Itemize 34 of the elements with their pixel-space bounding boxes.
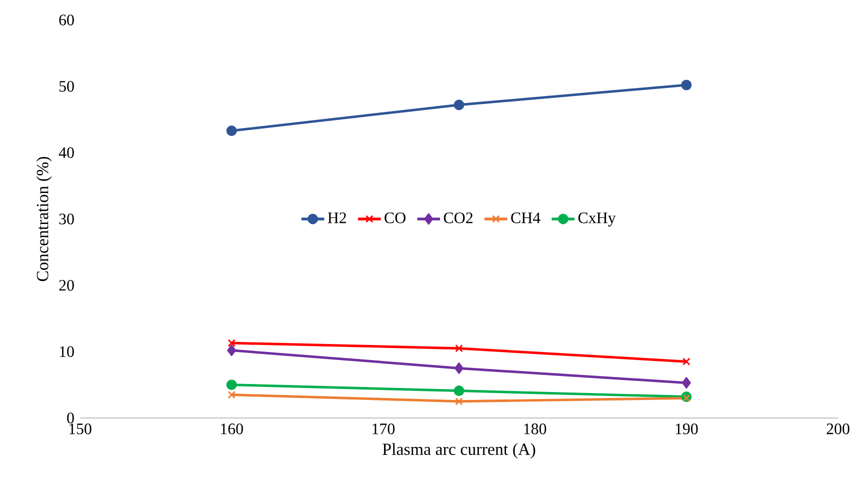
point <box>454 386 464 396</box>
legend-label: CxHy <box>578 212 616 227</box>
y-tick-label: 10 <box>60 346 74 358</box>
x-tick-label: 200 <box>826 424 850 434</box>
point <box>454 362 464 374</box>
point <box>228 390 236 399</box>
x-tick-label: 190 <box>676 424 698 434</box>
point <box>682 358 690 366</box>
point <box>682 394 690 402</box>
point <box>682 377 691 389</box>
point <box>455 397 463 406</box>
point <box>228 339 236 347</box>
y-tick-label: 0 <box>67 412 74 424</box>
point <box>455 344 463 352</box>
y-tick-label: 20 <box>59 280 74 291</box>
point <box>454 100 464 110</box>
x-tick-label: 170 <box>372 424 395 434</box>
x-tick-label: 160 <box>221 424 243 434</box>
legend-label: CO <box>384 212 406 224</box>
y-axis-title: Concentration (%) <box>36 156 52 282</box>
y-tick-label: 30 <box>59 214 74 224</box>
point <box>681 80 692 90</box>
x-tick-label: 150 <box>69 424 92 434</box>
point <box>226 126 237 136</box>
y-tick-label: 40 <box>58 147 74 158</box>
legend-label: CH4 <box>511 212 540 224</box>
legend-label: CO2 <box>444 212 472 224</box>
legend-label: H2 <box>328 212 346 224</box>
x-axis-title: Plasma arc current (A) <box>382 443 536 458</box>
y-tick-label: 50 <box>59 80 74 92</box>
point <box>226 380 237 390</box>
point <box>227 344 236 356</box>
x-tick-label: 180 <box>524 424 546 434</box>
y-tick-label: 60 <box>59 14 74 26</box>
